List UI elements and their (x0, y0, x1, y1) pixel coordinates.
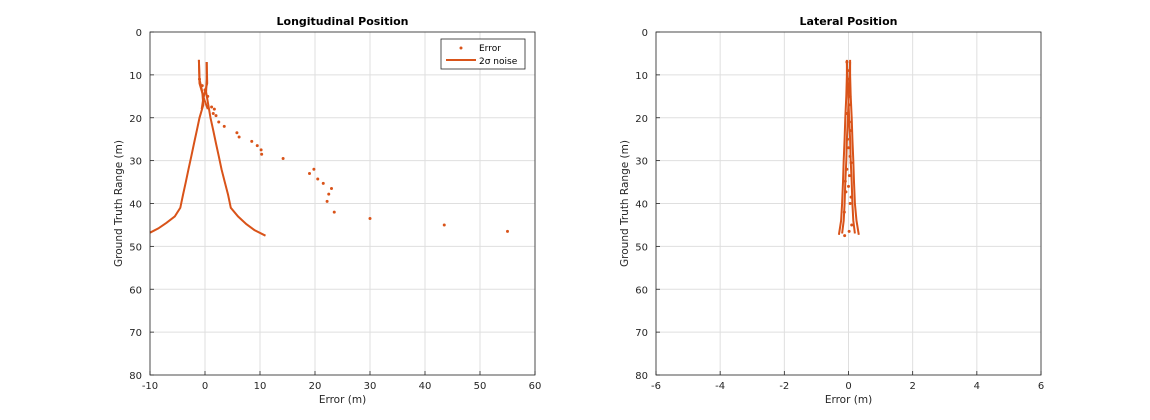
y-axis-label: Ground Truth Range (m) (113, 140, 125, 267)
chart-title: Lateral Position (800, 15, 898, 28)
y-tick-label: 40 (635, 200, 648, 211)
x-axis-label: Error (m) (319, 394, 366, 406)
error-point (850, 223, 854, 227)
y-tick-label: 50 (635, 242, 648, 253)
x-tick-label: -2 (779, 381, 789, 392)
noise-bound-line (841, 61, 852, 234)
noise-bound-line (849, 59, 860, 235)
x-tick-label: 60 (529, 381, 542, 392)
error-point (235, 131, 239, 135)
y-tick-label: 10 (635, 71, 648, 82)
error-point (321, 181, 325, 185)
y-tick-label: 30 (635, 157, 648, 168)
x-tick-label: 6 (1038, 381, 1044, 392)
error-point (368, 217, 372, 221)
noise-bound-line (837, 59, 848, 235)
error-point (214, 114, 218, 118)
y-tick-label: 10 (129, 71, 142, 82)
y-tick-label: 50 (129, 242, 142, 253)
error-point (217, 120, 221, 124)
legend-marker-error (459, 46, 463, 50)
x-tick-label: -4 (715, 381, 725, 392)
error-point (442, 223, 446, 227)
chart-1: -10 0 10 20 30 40 50 60 0 10 20 30 40 50 60 70 80 Longitu… (113, 15, 541, 406)
error-point (255, 144, 259, 148)
x-tick-label: 0 (202, 381, 208, 392)
error-point (281, 156, 285, 160)
error-point (316, 177, 320, 181)
y-tick-label: 70 (635, 328, 648, 339)
legend: Error 2σ noise (440, 38, 526, 70)
error-point (325, 199, 329, 203)
x-tick-label: -10 (142, 381, 158, 392)
y-tick-label: 60 (635, 285, 648, 296)
error-point (327, 192, 331, 196)
error-point (210, 105, 214, 109)
chart-title: Longitudinal Position (277, 15, 409, 28)
error-point (312, 167, 316, 171)
x-tick-label: 10 (254, 381, 267, 392)
error-point (259, 148, 263, 152)
x-tick-label: 30 (364, 381, 377, 392)
error-point (212, 107, 216, 111)
noise-bound-line (149, 59, 205, 234)
error-point (330, 186, 333, 190)
y-tick-label: 40 (129, 200, 142, 211)
x-tick-label: 4 (974, 381, 980, 392)
y-tick-label: 0 (642, 28, 648, 39)
error-point (847, 184, 850, 188)
legend-label-noise: 2σ noise (479, 57, 518, 67)
y-tick-label: 60 (129, 285, 142, 296)
x-tick-label: -6 (651, 381, 661, 392)
x-tick-label: 2 (909, 381, 915, 392)
error-point (843, 234, 847, 238)
x-tick-label: 40 (419, 381, 432, 392)
y-tick-label: 70 (129, 328, 142, 339)
error-point (308, 171, 311, 175)
error-point (848, 202, 852, 205)
y-tick-label: 0 (136, 28, 142, 39)
error-point (332, 210, 336, 214)
x-tick-label: 0 (845, 381, 851, 392)
y-tick-label: 20 (635, 114, 648, 125)
legend-box (440, 38, 526, 70)
error-point (237, 135, 241, 139)
error-point (250, 139, 254, 143)
y-tick-label: 80 (635, 371, 648, 382)
noise-bound-line (197, 59, 209, 110)
error-point (847, 146, 850, 150)
error-point (847, 229, 851, 233)
x-tick-label: 50 (474, 381, 487, 392)
y-tick-label: 80 (129, 371, 142, 382)
error-point (506, 229, 509, 233)
error-point (211, 111, 215, 115)
error-point (847, 174, 851, 178)
error-point (222, 124, 226, 128)
y-tick-label: 30 (129, 157, 142, 168)
legend-label-error: Error (479, 44, 501, 54)
error-point (260, 152, 264, 156)
y-tick-label: 20 (129, 114, 142, 125)
x-tick-label: 20 (309, 381, 322, 392)
x-axis-label: Error (m) (825, 394, 872, 406)
noise-bound-line (205, 62, 266, 237)
noise-bound-line (200, 61, 209, 110)
y-axis-label: Ground Truth Range (m) (619, 140, 631, 267)
